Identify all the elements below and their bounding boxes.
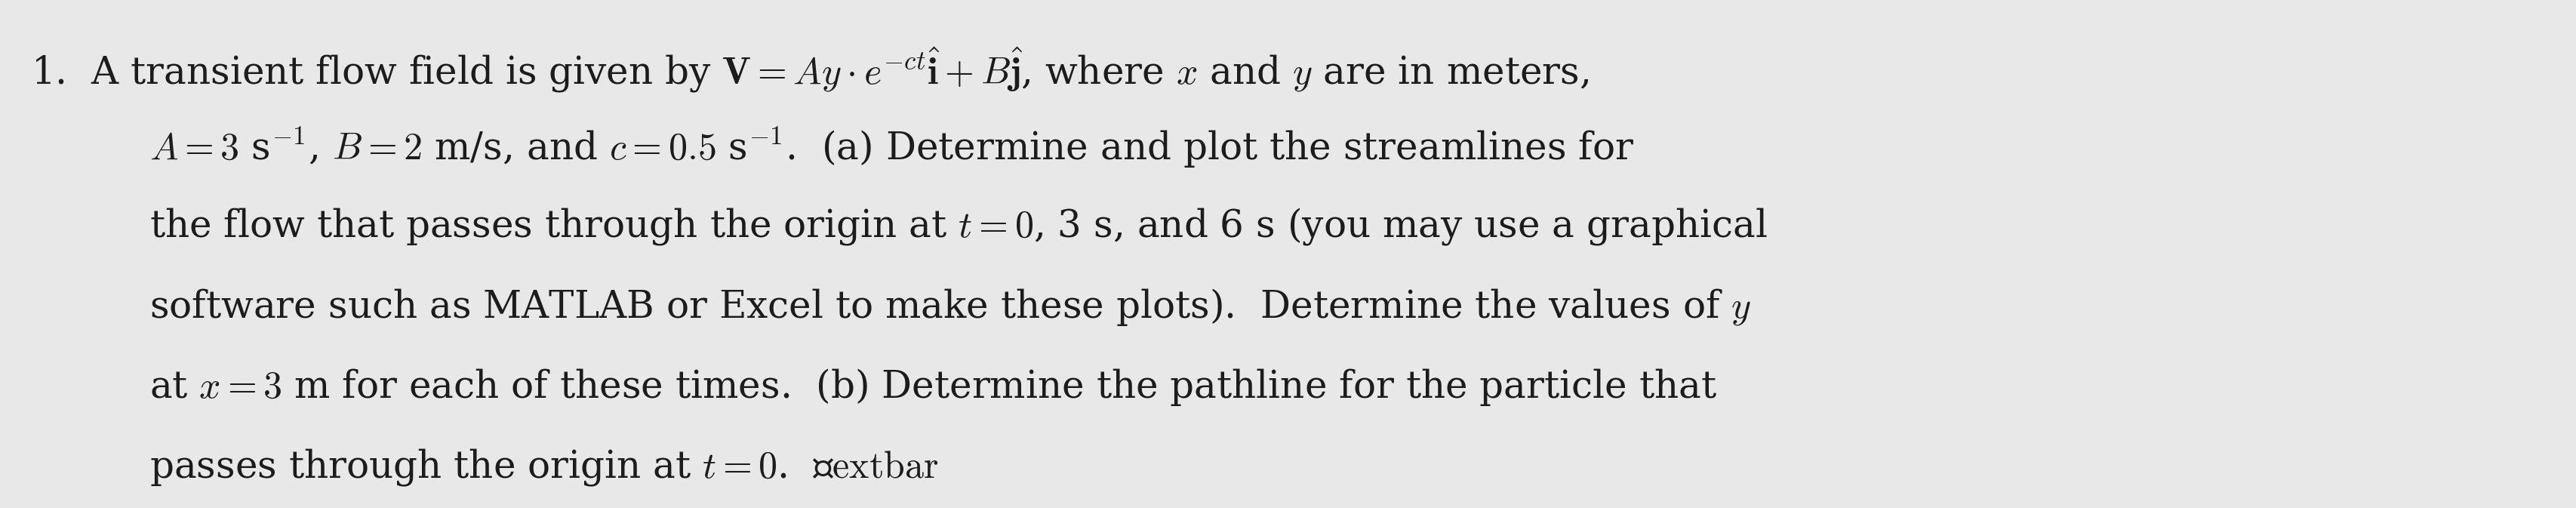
Text: passes through the origin at $t = 0$.  $\text{\textbar}$: passes through the origin at $t = 0$. $\… (149, 447, 938, 488)
Text: the flow that passes through the origin at $t = 0$, 3 s, and 6 s (you may use a : the flow that passes through the origin … (149, 206, 1767, 247)
Text: software such as MATLAB or Excel to make these plots).  Determine the values of : software such as MATLAB or Excel to make… (149, 287, 1752, 327)
Text: 1.  A transient flow field is given by $\mathbf{V} = Ay \cdot e^{-ct}\hat{\mathb: 1. A transient flow field is given by $\… (31, 46, 1589, 94)
Text: $A = 3$ s$^{-1}$, $B = 2$ m/s, and $c = 0.5$ s$^{-1}$.  (a) Determine and plot t: $A = 3$ s$^{-1}$, $B = 2$ m/s, and $c = … (149, 126, 1633, 170)
Text: at $x = 3$ m for each of these times.  (b) Determine the pathline for the partic: at $x = 3$ m for each of these times. (b… (149, 367, 1718, 407)
